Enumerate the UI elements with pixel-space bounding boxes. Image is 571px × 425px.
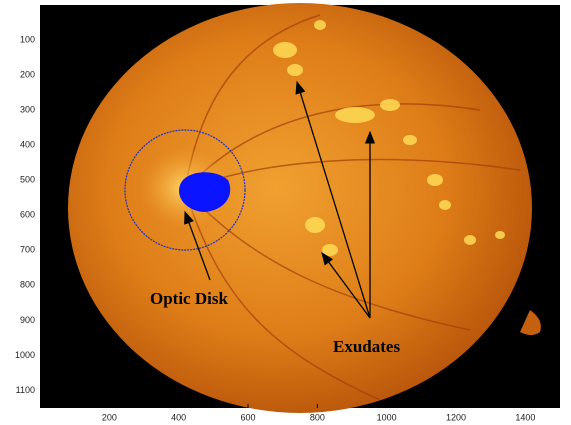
x-tick-label: 200 — [102, 412, 117, 422]
y-tick-label: 900 — [20, 315, 35, 325]
fundus — [68, 3, 532, 413]
y-tick-label: 800 — [20, 280, 35, 290]
x-tick-label: 1200 — [446, 412, 466, 422]
x-tick-label: 400 — [171, 412, 186, 422]
x-tick-label: 800 — [310, 412, 325, 422]
optic-disk-label: Optic Disk — [150, 289, 228, 308]
y-tick-label: 600 — [20, 210, 35, 220]
y-tick-label: 700 — [20, 245, 35, 255]
y-tick-label: 100 — [20, 34, 35, 44]
x-tick-label: 1400 — [515, 412, 535, 422]
y-tick-label: 200 — [20, 69, 35, 79]
x-tick-label: 1000 — [377, 412, 397, 422]
exudates-label: Exudates — [333, 337, 400, 356]
figure: Optic Disk Exudates 200 400 600 800 1000 1200… — [0, 0, 571, 425]
y-tick-label: 500 — [20, 175, 35, 185]
y-tick-label: 300 — [20, 105, 35, 115]
y-tick-label: 1000 — [15, 350, 35, 360]
y-tick-label: 400 — [20, 140, 35, 150]
y-tick-label: 1100 — [16, 385, 35, 395]
x-tick-label: 600 — [240, 412, 255, 422]
